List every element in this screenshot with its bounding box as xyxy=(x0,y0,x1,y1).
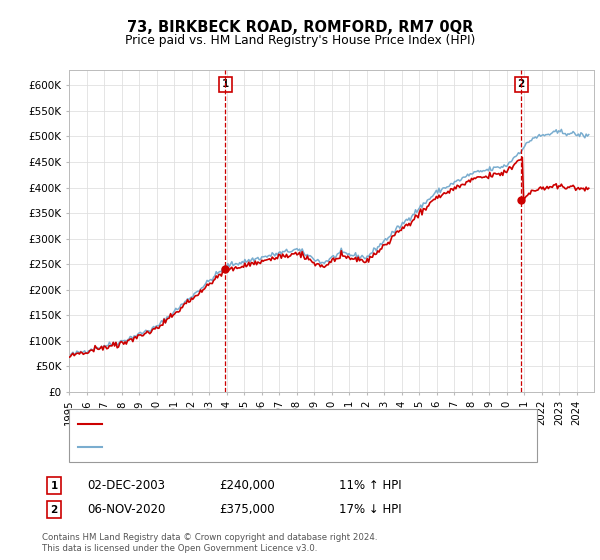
Text: 06-NOV-2020: 06-NOV-2020 xyxy=(87,503,166,516)
Text: 73, BIRKBECK ROAD, ROMFORD, RM7 0QR (semi-detached house): 73, BIRKBECK ROAD, ROMFORD, RM7 0QR (sem… xyxy=(106,419,449,429)
Text: 2: 2 xyxy=(50,505,58,515)
Text: 1: 1 xyxy=(50,480,58,491)
Text: HPI: Average price, semi-detached house, Havering: HPI: Average price, semi-detached house,… xyxy=(106,442,375,452)
Text: 2: 2 xyxy=(518,80,525,90)
Text: 17% ↓ HPI: 17% ↓ HPI xyxy=(339,503,401,516)
Text: 11% ↑ HPI: 11% ↑ HPI xyxy=(339,479,401,492)
Text: Contains HM Land Registry data © Crown copyright and database right 2024.
This d: Contains HM Land Registry data © Crown c… xyxy=(42,533,377,553)
Text: 02-DEC-2003: 02-DEC-2003 xyxy=(87,479,165,492)
Text: Price paid vs. HM Land Registry's House Price Index (HPI): Price paid vs. HM Land Registry's House … xyxy=(125,34,475,46)
Text: 73, BIRKBECK ROAD, ROMFORD, RM7 0QR: 73, BIRKBECK ROAD, ROMFORD, RM7 0QR xyxy=(127,20,473,35)
Text: 1: 1 xyxy=(221,80,229,90)
Text: £375,000: £375,000 xyxy=(219,503,275,516)
Text: £240,000: £240,000 xyxy=(219,479,275,492)
